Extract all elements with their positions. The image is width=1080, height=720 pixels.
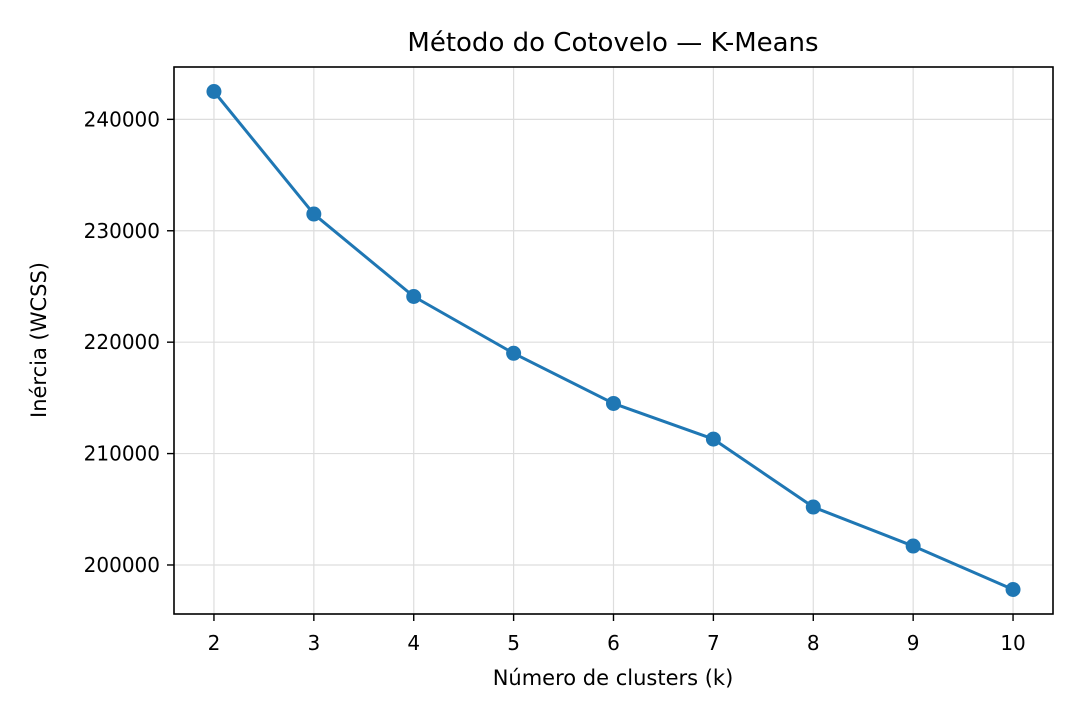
x-tick-label: 6 [607,631,620,655]
x-tick-label: 7 [707,631,720,655]
y-tick-label: 220000 [84,330,160,354]
y-tick-label: 240000 [84,107,160,131]
x-axis-label: Número de clusters (k) [493,666,734,690]
x-tick-label: 8 [807,631,820,655]
data-point [905,538,921,554]
x-tick-label: 5 [507,631,520,655]
x-tick-label: 10 [1000,631,1025,655]
x-tick-label: 9 [907,631,920,655]
data-point [506,345,522,361]
data-point [206,84,222,100]
x-tick-label: 3 [307,631,320,655]
series-layer [206,84,1021,597]
ticks-layer: 2 3 4 5 6 7 8 9 10 200000 210000 220000 230000 240000 [84,107,1026,655]
chart-title: Método do Cotovelo — K-Means [407,28,818,58]
data-point [606,395,621,411]
data-point [705,431,721,447]
y-axis-label: Inércia (WCSS) [27,262,51,418]
y-tick-label: 200000 [84,553,160,577]
data-point [1005,581,1021,597]
data-point [306,206,322,222]
data-point [805,499,821,515]
x-tick-label: 2 [208,631,221,655]
grid-lines [174,67,1053,614]
data-point [406,288,422,304]
x-tick-label: 4 [407,631,420,655]
y-tick-label: 230000 [84,219,160,243]
y-tick-label: 210000 [84,442,160,466]
